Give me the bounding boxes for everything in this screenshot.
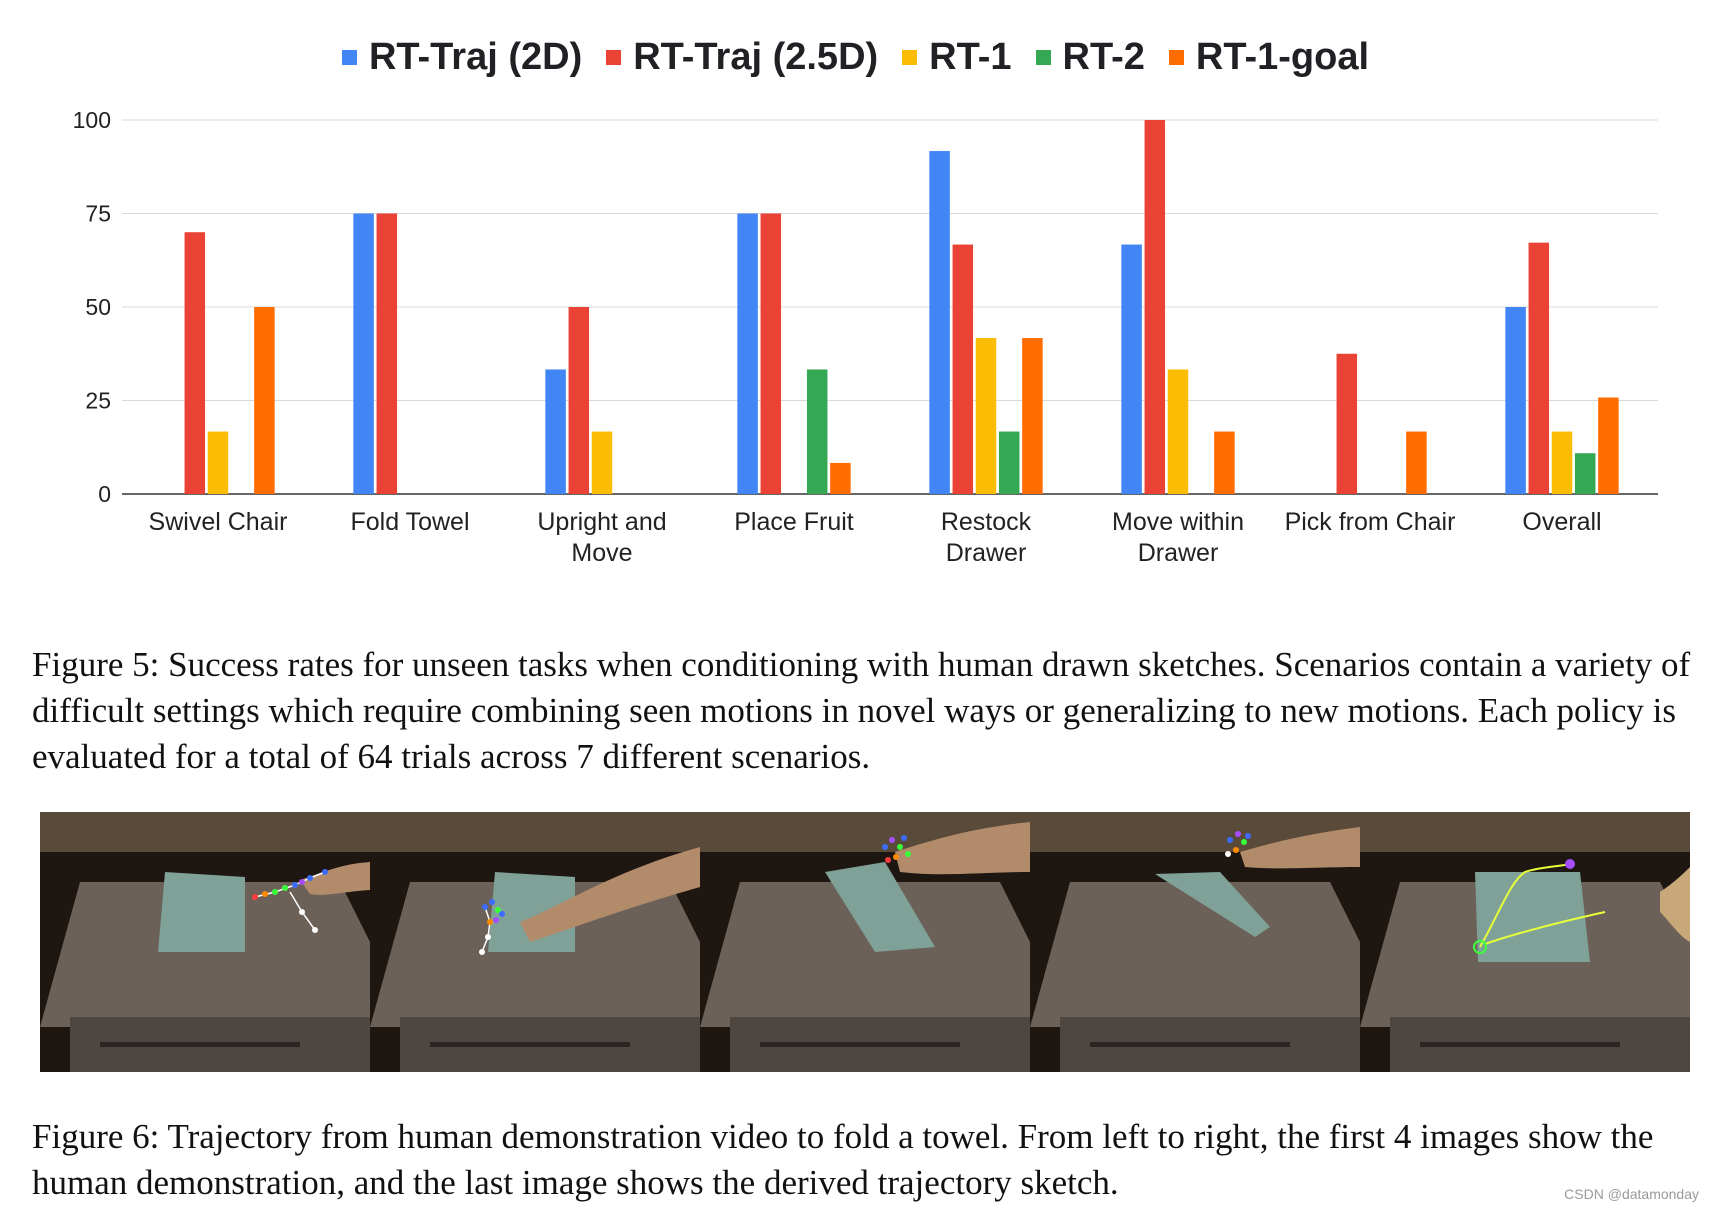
x-category-label: Move within	[1112, 508, 1244, 536]
legend-label: RT-1	[929, 36, 1012, 78]
bar	[1022, 338, 1043, 494]
demo-frame-1	[40, 812, 370, 1072]
legend-swatch	[1168, 50, 1184, 65]
legend-label: RT-Traj (2.5D)	[633, 36, 879, 78]
legend-swatch	[341, 50, 357, 65]
bar	[1214, 431, 1235, 494]
x-category-label: Fold Towel	[350, 508, 469, 536]
bar	[353, 213, 374, 494]
bar	[545, 369, 566, 494]
bar	[1574, 453, 1596, 494]
bar	[1144, 120, 1166, 494]
legend-item: RT-Traj (2D)	[341, 36, 583, 79]
bar	[929, 151, 950, 494]
y-tick-label: 25	[85, 388, 111, 414]
bar	[1551, 431, 1573, 494]
y-tick-label: 75	[85, 201, 111, 227]
bar	[591, 431, 613, 494]
bar	[1598, 397, 1619, 494]
bar	[1121, 244, 1142, 494]
watermark: CSDN @datamonday	[1564, 1186, 1699, 1202]
bar	[376, 213, 398, 494]
bar-chart: 0 25 50 75 100 Swivel Chair Fold Towel Upright …	[73, 107, 1658, 567]
bar	[184, 232, 206, 494]
bar	[975, 338, 997, 494]
x-category-label: Upright and	[537, 508, 666, 536]
bar	[1505, 307, 1526, 494]
legend-swatch	[1035, 50, 1051, 65]
legend-label: RT-Traj (2D)	[368, 36, 583, 78]
demo-frame-2	[370, 812, 700, 1072]
bar	[1336, 353, 1358, 494]
legend-label: RT-1-goal	[1195, 36, 1370, 78]
x-category-label: Move	[571, 539, 632, 567]
bar	[830, 462, 851, 494]
bar	[806, 369, 828, 494]
bar	[998, 431, 1020, 494]
bar	[254, 307, 275, 494]
bar	[1528, 242, 1550, 494]
y-tick-label: 0	[98, 481, 111, 507]
y-tick-label: 100	[73, 107, 111, 133]
x-category-label: Restock	[941, 508, 1032, 536]
x-category-label: Overall	[1522, 508, 1601, 536]
x-category-label: Swivel Chair	[149, 508, 288, 536]
legend-item: RT-1	[902, 36, 1012, 79]
chart-legend: RT-Traj (2D) RT-Traj (2.5D) RT-1 RT-2 RT-1-g…	[0, 36, 1711, 79]
demo-frame-4	[1030, 812, 1360, 1072]
bar	[568, 307, 590, 494]
x-category-label: Drawer	[946, 539, 1027, 567]
legend-swatch	[902, 50, 918, 65]
x-category-label: Place Fruit	[734, 508, 854, 536]
x-category-label: Drawer	[1138, 539, 1219, 567]
trajectory-sketch-frame	[1360, 812, 1690, 1072]
bar	[1406, 431, 1427, 494]
legend-label: RT-2	[1062, 36, 1145, 78]
towel-fold-photo-strip	[40, 812, 1690, 1072]
x-category-label: Pick from Chair	[1285, 508, 1456, 536]
bar	[760, 213, 782, 494]
y-tick-label: 50	[85, 294, 111, 320]
bar	[1167, 369, 1189, 494]
legend-item: RT-1-goal	[1168, 36, 1370, 79]
bar	[952, 244, 974, 494]
legend-item: RT-2	[1035, 36, 1145, 79]
bar	[207, 431, 229, 494]
legend-item: RT-Traj (2.5D)	[606, 36, 878, 79]
legend-swatch	[606, 50, 622, 65]
demo-frame-3	[700, 812, 1030, 1072]
bar	[737, 213, 758, 494]
figure-5-caption: Figure 5: Success rates for unseen tasks…	[32, 645, 1691, 776]
figure-6-caption: Figure 6: Trajectory from human demonstr…	[32, 1117, 1654, 1202]
